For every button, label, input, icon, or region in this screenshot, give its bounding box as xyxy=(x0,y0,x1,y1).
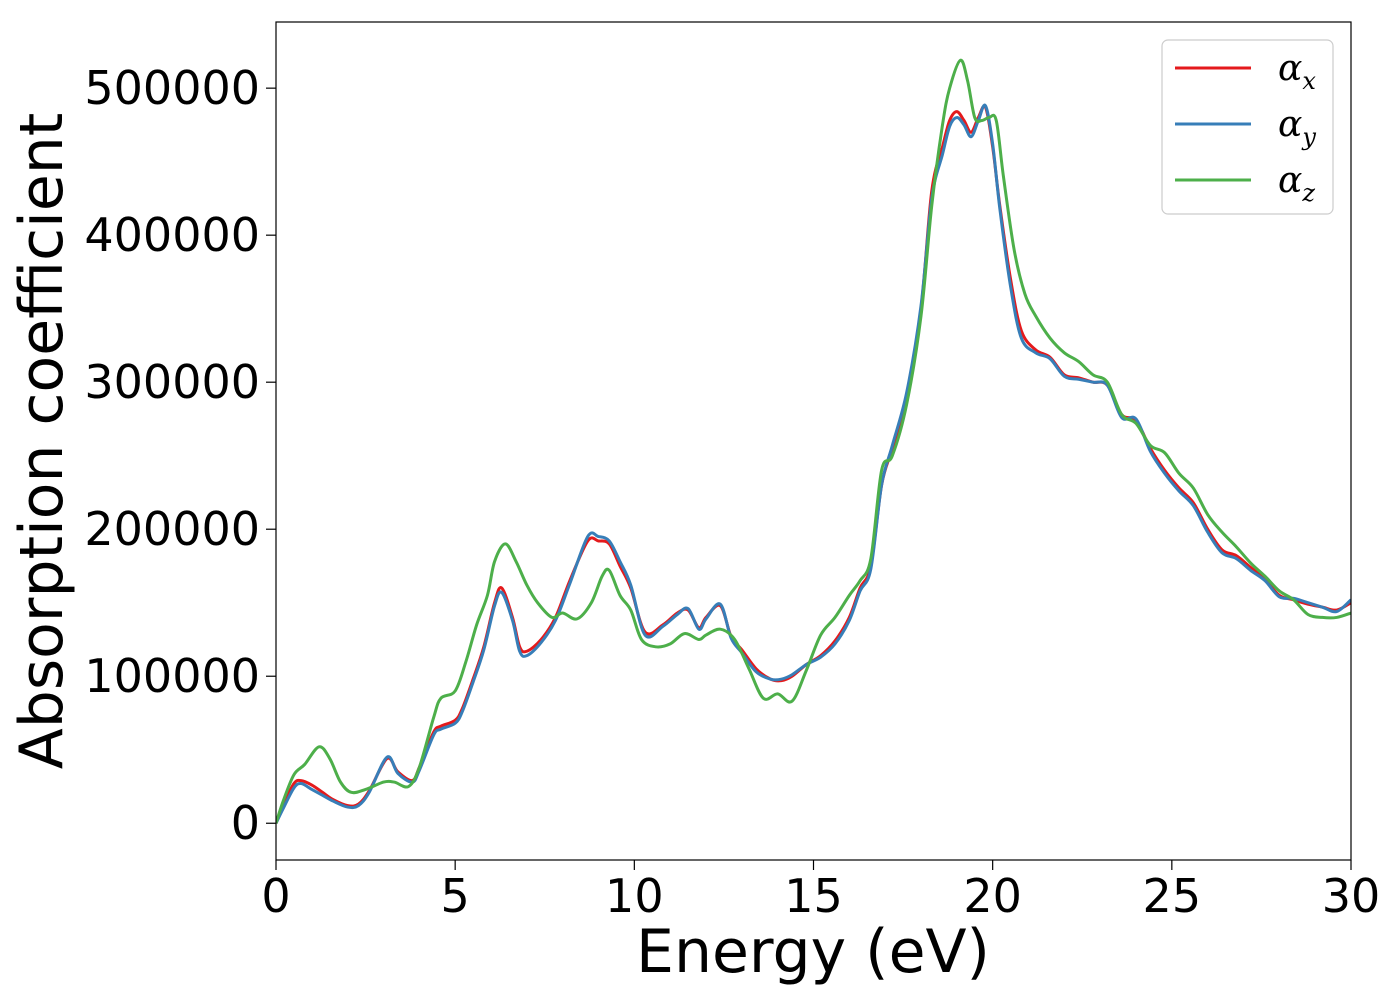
y-tick-label: 200000 xyxy=(84,502,260,556)
x-tick-label: 30 xyxy=(1322,869,1381,923)
x-tick-label: 0 xyxy=(261,869,290,923)
x-axis-label: Energy (eV) xyxy=(636,917,990,987)
legend-label-alpha-z: αz xyxy=(1278,160,1315,207)
series-layer xyxy=(276,58,1351,824)
series-line-alpha-z xyxy=(276,58,1351,824)
y-tick-label: 300000 xyxy=(84,355,260,409)
y-axis: 0 100000 200000 300000 400000 500000 xyxy=(84,61,276,850)
y-axis-label: Absorption coefficient xyxy=(7,113,77,770)
x-tick-label: 10 xyxy=(605,869,664,923)
y-tick-label: 100000 xyxy=(84,649,260,703)
x-axis: 0 5 10 15 20 25 30 xyxy=(261,860,1380,923)
series-line-alpha-y xyxy=(276,103,1351,824)
y-tick-label: 0 xyxy=(231,796,260,850)
legend-label-alpha-y: αy xyxy=(1278,104,1316,151)
x-tick-label: 5 xyxy=(441,869,470,923)
x-tick-label: 15 xyxy=(784,869,843,923)
x-tick-label: 20 xyxy=(963,869,1022,923)
x-tick-label: 25 xyxy=(1143,869,1202,923)
legend: αx αy αz xyxy=(1161,39,1334,215)
legend-box xyxy=(1161,39,1334,215)
legend-label-alpha-x: αx xyxy=(1278,48,1316,95)
y-tick-label: 400000 xyxy=(84,208,260,262)
y-tick-label: 500000 xyxy=(84,61,260,115)
